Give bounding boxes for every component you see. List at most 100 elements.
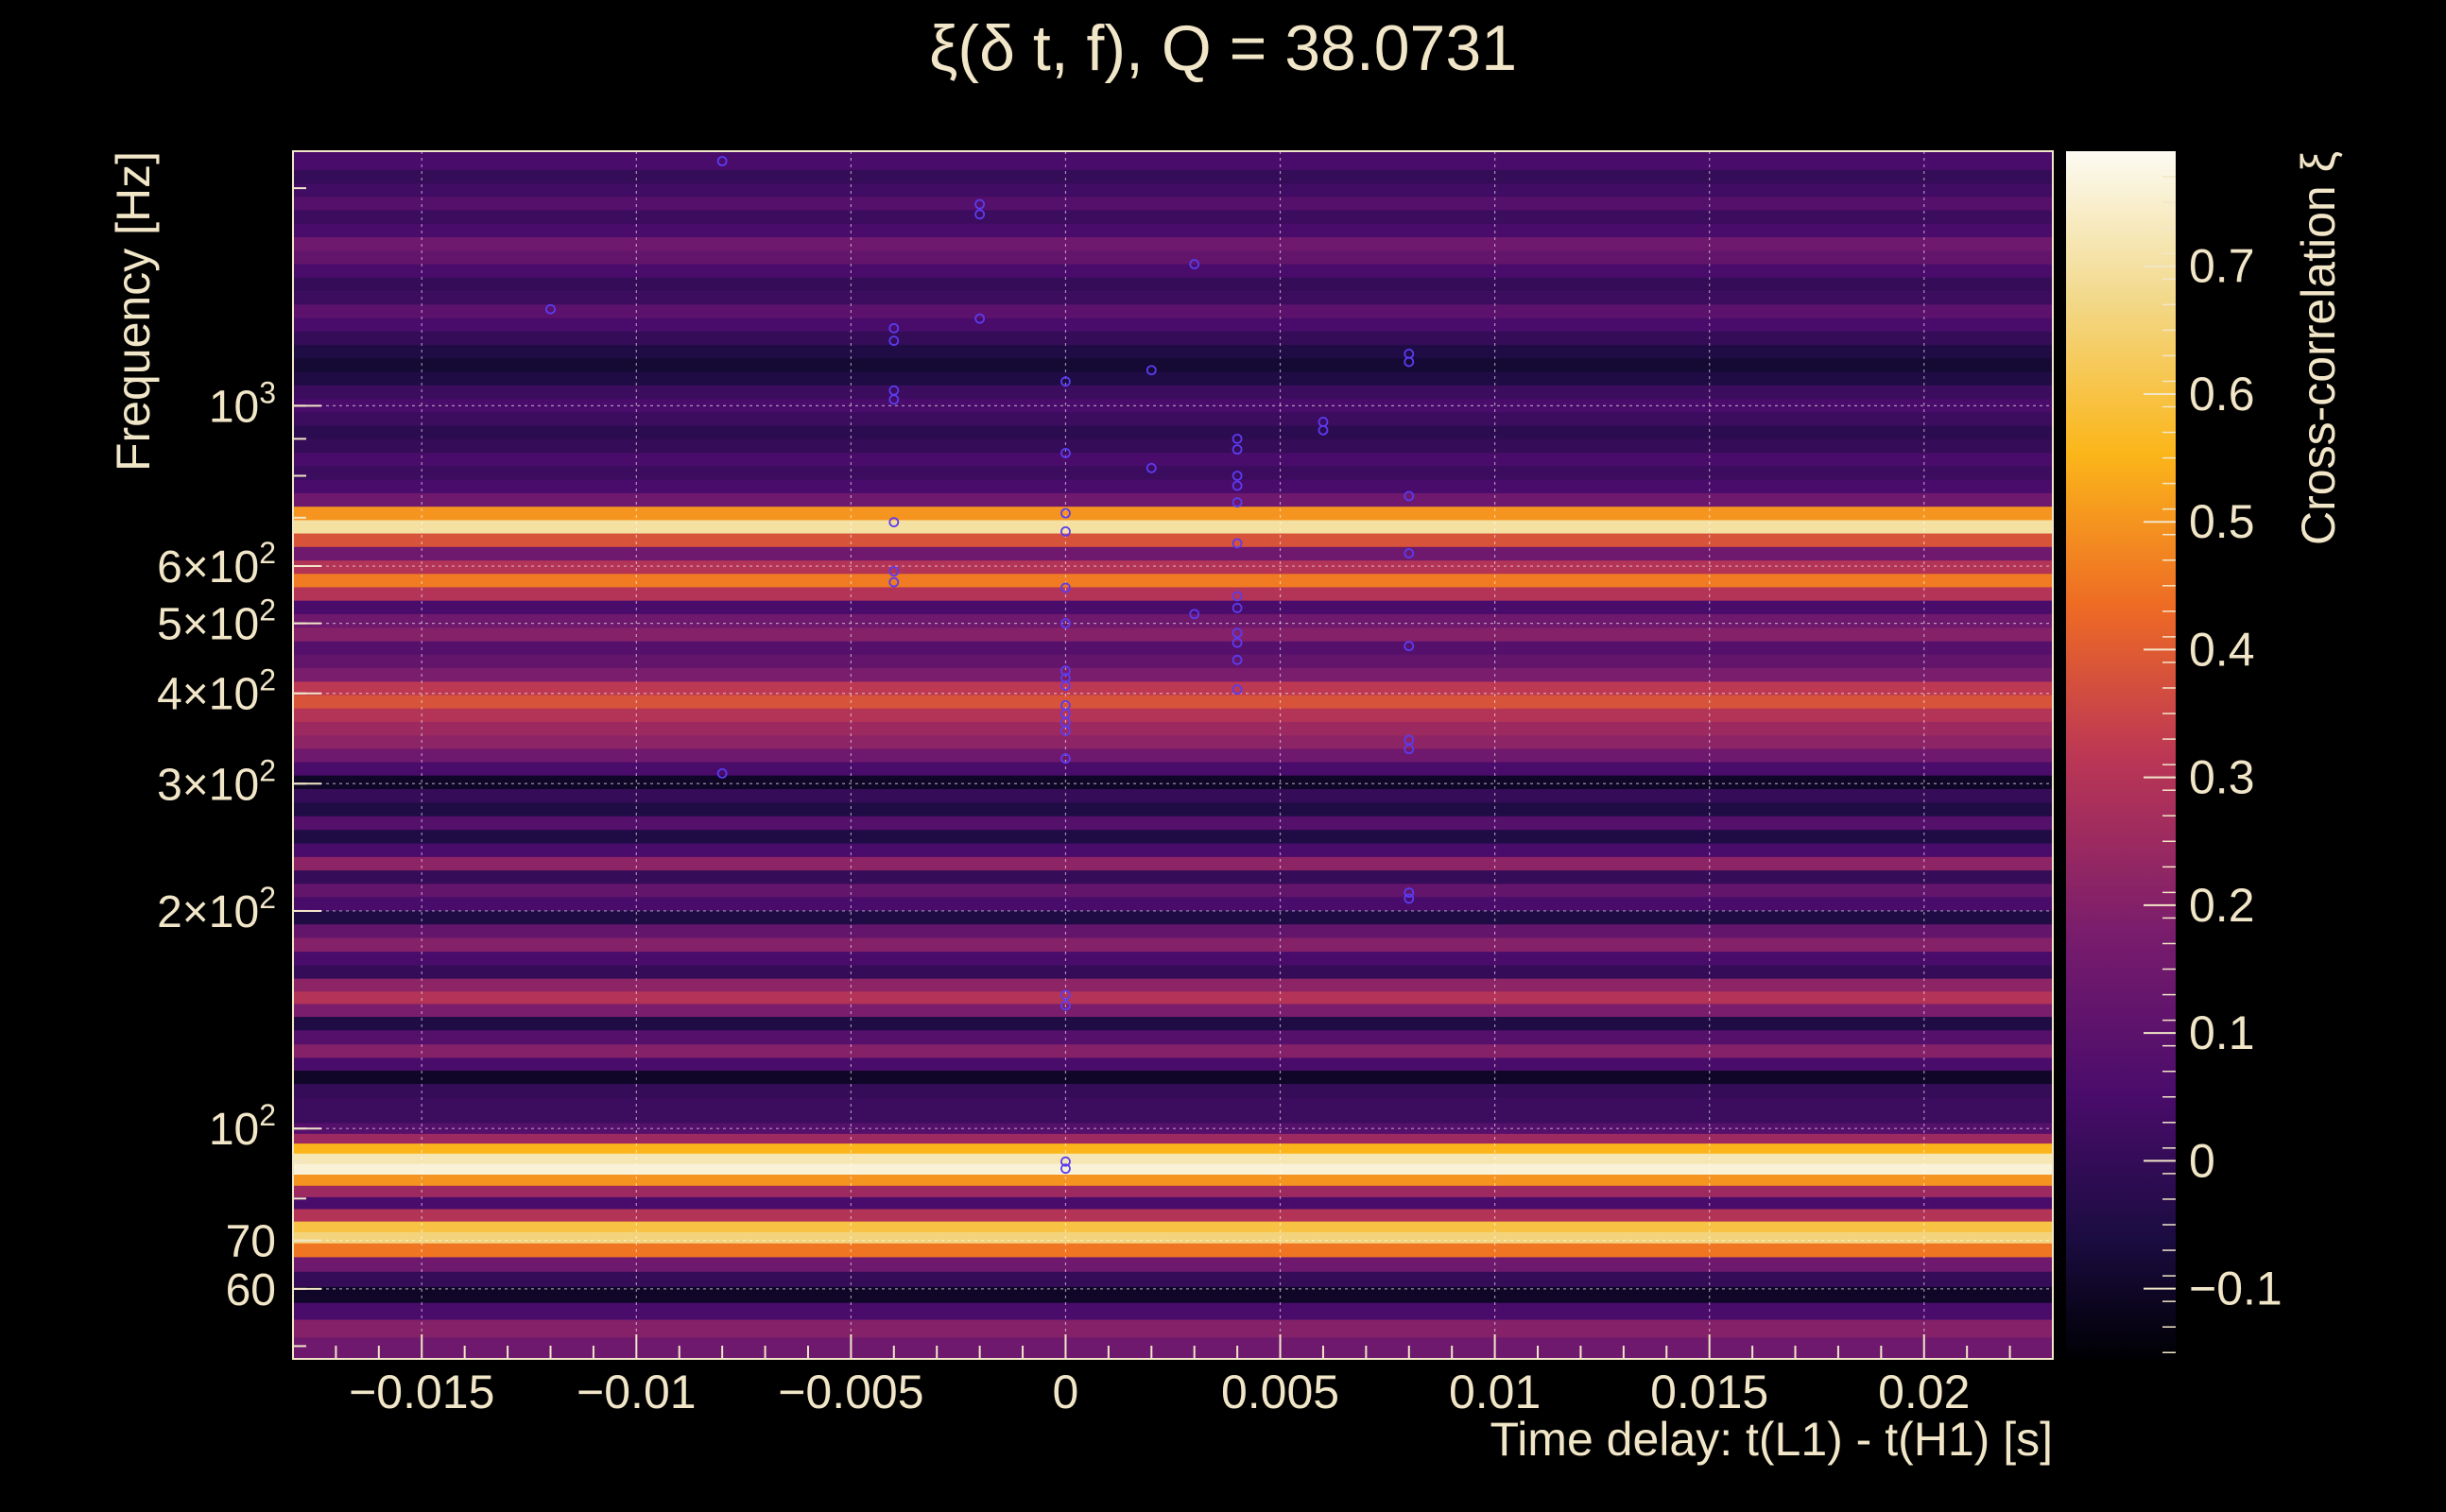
heatmap-band bbox=[293, 734, 2053, 749]
heatmap-band bbox=[293, 627, 2053, 642]
heatmap-band bbox=[293, 1070, 2053, 1085]
heatmap-band bbox=[293, 680, 2053, 696]
colorbar-tick-label: 0.2 bbox=[2189, 879, 2255, 932]
heatmap-band bbox=[293, 223, 2053, 238]
trigger-marker bbox=[1060, 1163, 1071, 1175]
heatmap-band bbox=[293, 1057, 2053, 1071]
heatmap-band bbox=[293, 1083, 2053, 1098]
heatmap-band bbox=[293, 1003, 2053, 1018]
heatmap-band bbox=[293, 936, 2053, 953]
x-axis-label: Time delay: t(L1) - t(H1) [s] bbox=[1490, 1413, 2053, 1466]
colorbar: −0.1 0 0.1 0.2 0.3 0.4 0.5 0.6 0.7 Cross-correla… bbox=[2066, 151, 2345, 1359]
y-tick-label: 103 bbox=[209, 375, 276, 432]
trigger-marker bbox=[1060, 507, 1071, 519]
heatmap-band bbox=[293, 492, 2053, 507]
heatmap-band bbox=[293, 990, 2053, 1005]
y-tick-label: 3×102 bbox=[157, 753, 276, 810]
heatmap-band bbox=[293, 370, 2053, 386]
trigger-marker bbox=[1060, 680, 1071, 691]
y-tick-label: 2×102 bbox=[157, 881, 276, 937]
x-tick-label: 0 bbox=[1053, 1366, 1079, 1418]
heatmap-band bbox=[293, 896, 2053, 911]
trigger-marker bbox=[1404, 641, 1415, 652]
trigger-marker bbox=[1060, 1156, 1071, 1167]
heatmap-band bbox=[293, 277, 2053, 291]
heatmap-band bbox=[293, 775, 2053, 789]
heatmap-band bbox=[293, 169, 2053, 184]
trigger-marker bbox=[1232, 471, 1243, 481]
heatmap-band bbox=[293, 613, 2053, 628]
heatmap-band bbox=[293, 1196, 2053, 1210]
heatmap-band bbox=[293, 1143, 2053, 1154]
trigger-marker bbox=[974, 209, 986, 220]
heatmap-band bbox=[293, 573, 2053, 588]
trigger-marker bbox=[1232, 480, 1243, 491]
heatmap-band bbox=[293, 424, 2053, 439]
heatmap-band bbox=[293, 829, 2053, 844]
heatmap-band bbox=[293, 1043, 2053, 1058]
heatmap-band bbox=[293, 151, 2053, 170]
heatmap-band bbox=[293, 1208, 2053, 1222]
y-tick-label: 102 bbox=[209, 1098, 276, 1155]
trigger-marker bbox=[974, 313, 986, 324]
heatmap-band bbox=[293, 1029, 2053, 1045]
trigger-marker bbox=[1060, 1000, 1071, 1011]
trigger-marker bbox=[1232, 497, 1243, 508]
x-tick-label: −0.005 bbox=[778, 1366, 923, 1418]
trigger-marker bbox=[1145, 462, 1157, 473]
heatmap-band bbox=[293, 910, 2053, 925]
heatmap-band bbox=[293, 1271, 2053, 1287]
trigger-marker bbox=[716, 156, 728, 166]
heatmap-band bbox=[293, 1163, 2053, 1176]
trigger-marker bbox=[716, 767, 728, 779]
y-tick-label: 5×102 bbox=[157, 593, 276, 650]
trigger-marker bbox=[1232, 591, 1243, 602]
heatmap-band bbox=[293, 209, 2053, 224]
heatmap-bands bbox=[293, 151, 2053, 1359]
heatmap-band bbox=[293, 1231, 2053, 1244]
heatmap-band bbox=[293, 385, 2053, 400]
heatmap-band bbox=[293, 978, 2053, 992]
trigger-marker bbox=[1232, 654, 1243, 665]
heatmap-band bbox=[293, 1016, 2053, 1031]
heatmap-band bbox=[293, 801, 2053, 816]
y-axis-label: Frequency [Hz] bbox=[107, 151, 160, 472]
trigger-marker bbox=[1232, 602, 1243, 613]
heatmap-band bbox=[293, 1286, 2053, 1303]
heatmap-band bbox=[293, 600, 2053, 614]
trigger-marker bbox=[1232, 433, 1243, 444]
heatmap-band bbox=[293, 1318, 2053, 1338]
heatmap-band bbox=[293, 1109, 2053, 1124]
trigger-marker bbox=[1060, 665, 1071, 677]
heatmap-band bbox=[293, 478, 2053, 493]
trigger-marker bbox=[1060, 673, 1071, 683]
colorbar-tick-label: 0 bbox=[2189, 1134, 2215, 1187]
heatmap-band bbox=[293, 519, 2053, 534]
trigger-marker bbox=[1232, 444, 1243, 455]
heatmap-band bbox=[293, 721, 2053, 736]
x-tick-label: 0.015 bbox=[1650, 1366, 1768, 1418]
trigger-marker bbox=[1060, 989, 1071, 1001]
trigger-marker bbox=[1232, 684, 1243, 695]
heatmap-band bbox=[293, 816, 2053, 831]
heatmap-band bbox=[293, 1133, 2053, 1144]
heatmap-band bbox=[293, 411, 2053, 426]
trigger-marker bbox=[1232, 637, 1243, 648]
x-tick-label: −0.015 bbox=[349, 1366, 494, 1418]
heatmap-band bbox=[293, 654, 2053, 668]
heatmap-band bbox=[293, 1174, 2053, 1186]
trigger-marker bbox=[1145, 365, 1157, 376]
trigger-marker bbox=[545, 303, 556, 315]
trigger-marker bbox=[1060, 725, 1071, 736]
colorbar-tick-label: −0.1 bbox=[2189, 1263, 2282, 1315]
colorbar-tick-label: 0.1 bbox=[2189, 1006, 2255, 1059]
heatmap-band bbox=[293, 344, 2053, 359]
heatmap-band bbox=[293, 196, 2053, 211]
heatmap-band bbox=[293, 1221, 2053, 1232]
heatmap-band bbox=[293, 1153, 2053, 1164]
heatmap-band bbox=[293, 1097, 2053, 1111]
heatmap-band bbox=[293, 331, 2053, 346]
heatmap-band bbox=[293, 951, 2053, 966]
colorbar-tick-label: 0.7 bbox=[2189, 240, 2255, 293]
trigger-markers bbox=[545, 156, 1415, 1175]
